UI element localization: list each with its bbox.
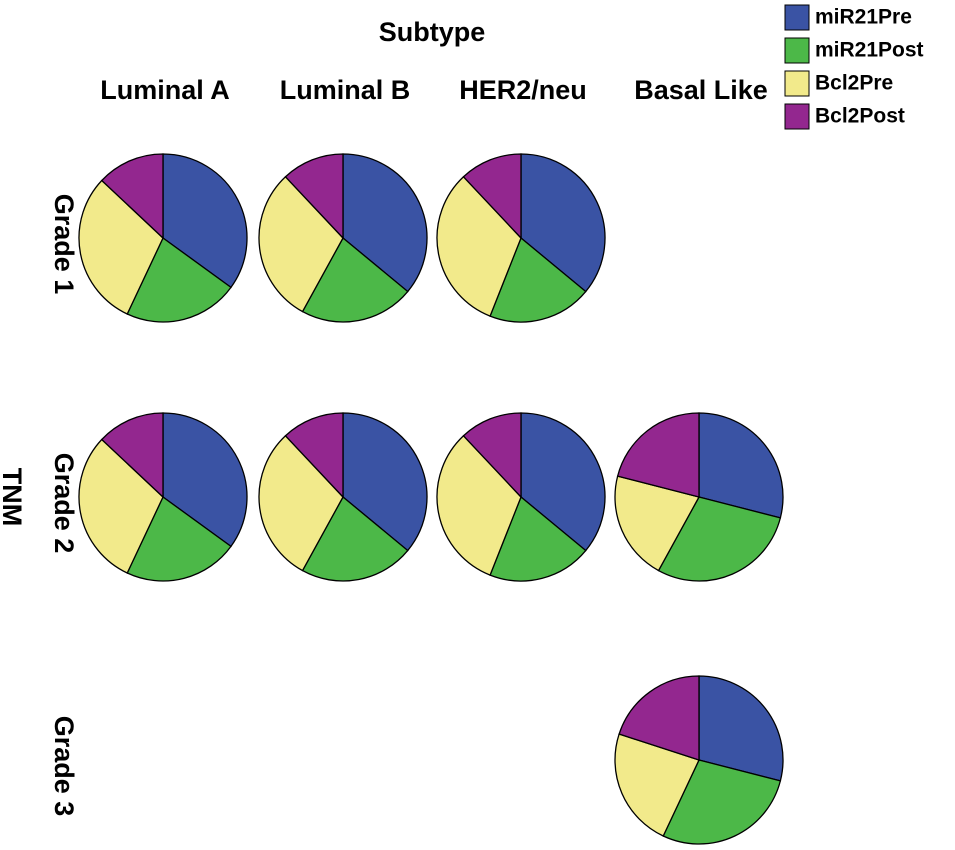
legend-swatch bbox=[784, 70, 810, 97]
legend-label: miR21Post bbox=[815, 39, 924, 62]
chart-title: Subtype bbox=[379, 17, 486, 47]
legend-label: miR21Pre bbox=[815, 6, 912, 29]
pie-slice bbox=[698, 412, 784, 519]
row-label: Grade 3 bbox=[49, 716, 79, 817]
pie-slice bbox=[78, 438, 164, 574]
pie-slice bbox=[462, 153, 522, 240]
row-label: Grade 1 bbox=[49, 194, 79, 295]
pie-slice bbox=[162, 412, 248, 548]
legend-swatch bbox=[784, 37, 810, 64]
pie-slice bbox=[614, 475, 700, 572]
row-title: TNM bbox=[0, 468, 27, 526]
pie-slice bbox=[284, 412, 344, 499]
row-label: Grade 2 bbox=[49, 453, 79, 554]
pie-slice bbox=[258, 434, 344, 572]
pie-slice bbox=[436, 434, 522, 576]
pie-slice bbox=[462, 412, 522, 499]
pie-slice bbox=[162, 153, 248, 289]
pie-slice bbox=[100, 153, 164, 240]
pie-slice bbox=[284, 153, 344, 240]
pie-slice bbox=[301, 236, 409, 323]
legend-label: Bcl2Pre bbox=[815, 72, 893, 95]
pie-slice bbox=[301, 495, 409, 582]
column-label: Luminal A bbox=[100, 75, 230, 105]
pie-slice bbox=[662, 759, 782, 845]
pie-slice bbox=[657, 496, 782, 582]
pie-slice bbox=[520, 412, 606, 552]
legend-swatch bbox=[784, 4, 810, 31]
legend-swatch bbox=[784, 103, 810, 130]
pie-slice bbox=[78, 179, 164, 315]
pie-slice bbox=[436, 175, 522, 317]
pie-slice bbox=[489, 236, 587, 323]
pie-slice bbox=[614, 733, 700, 837]
pie-slice bbox=[520, 153, 606, 293]
legend-label: Bcl2Post bbox=[815, 105, 905, 128]
pie-slice bbox=[618, 675, 700, 761]
pie-slice bbox=[489, 495, 587, 582]
pie-slice bbox=[698, 675, 784, 782]
column-label: Luminal B bbox=[280, 75, 411, 105]
pie-slice bbox=[616, 412, 700, 498]
pie-slice bbox=[100, 412, 164, 499]
column-label: Basal Like bbox=[634, 75, 768, 105]
column-label: HER2/neu bbox=[459, 75, 587, 105]
pie-slice bbox=[342, 412, 428, 552]
pie-slice bbox=[342, 153, 428, 293]
pie-slice bbox=[258, 175, 344, 313]
